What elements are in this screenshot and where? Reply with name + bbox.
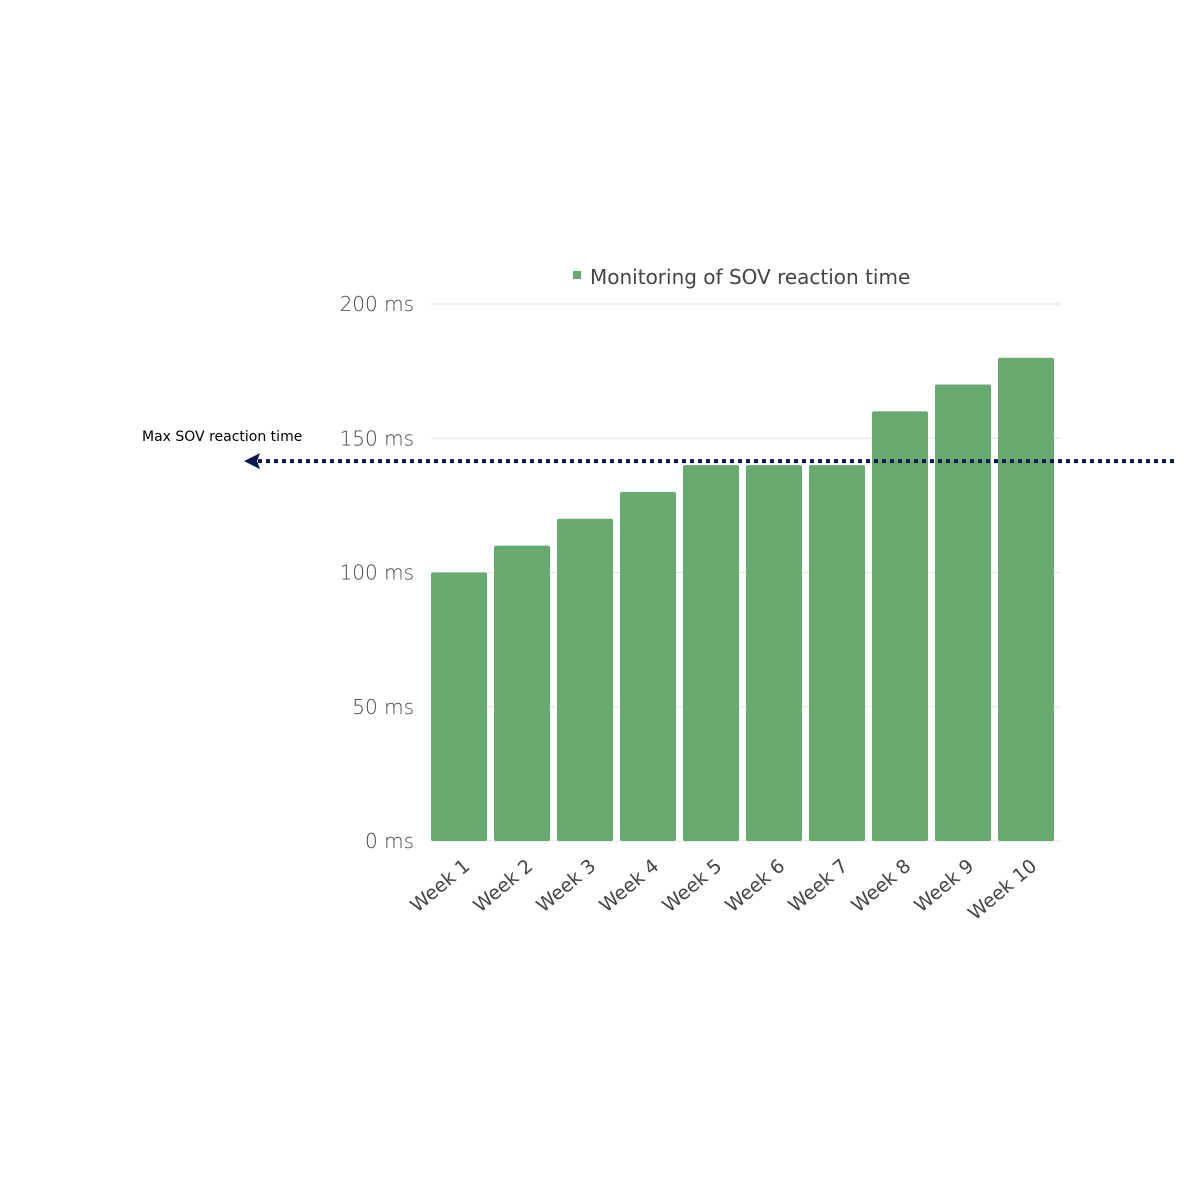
y-tick-label: 50 ms: [352, 695, 414, 719]
x-tick-label: Week 5: [658, 855, 726, 917]
x-tick-label: Week 2: [469, 855, 537, 917]
legend-swatch: [573, 271, 581, 279]
x-tick-label: Week 10: [964, 855, 1041, 925]
annotation-label: Max SOV reaction time: [142, 429, 302, 445]
x-tick-label: Week 8: [847, 855, 915, 917]
y-tick-label: 150 ms: [340, 426, 414, 450]
y-tick-label: 100 ms: [340, 561, 414, 585]
arrow-left-icon: [244, 453, 260, 470]
y-tick-label: 200 ms: [340, 292, 414, 316]
x-tick-label: Week 3: [532, 855, 600, 917]
bar-week-4: [620, 491, 676, 841]
bar-week-10: [998, 357, 1054, 841]
bar-week-2: [494, 545, 550, 841]
x-tick-label: Week 7: [784, 855, 852, 917]
legend-label: Monitoring of SOV reaction time: [590, 265, 910, 289]
x-tick-label: Week 1: [406, 855, 474, 917]
x-tick-label: Week 6: [721, 855, 789, 917]
bar-week-9: [935, 384, 991, 841]
x-tick-label: Week 4: [595, 855, 663, 917]
bar-week-3: [557, 518, 613, 841]
bar-week-6: [746, 465, 802, 841]
y-tick-label: 0 ms: [365, 829, 414, 853]
bar-week-5: [683, 465, 739, 841]
bar-week-1: [431, 572, 487, 841]
bar-week-8: [872, 411, 928, 841]
bar-week-7: [809, 465, 865, 841]
